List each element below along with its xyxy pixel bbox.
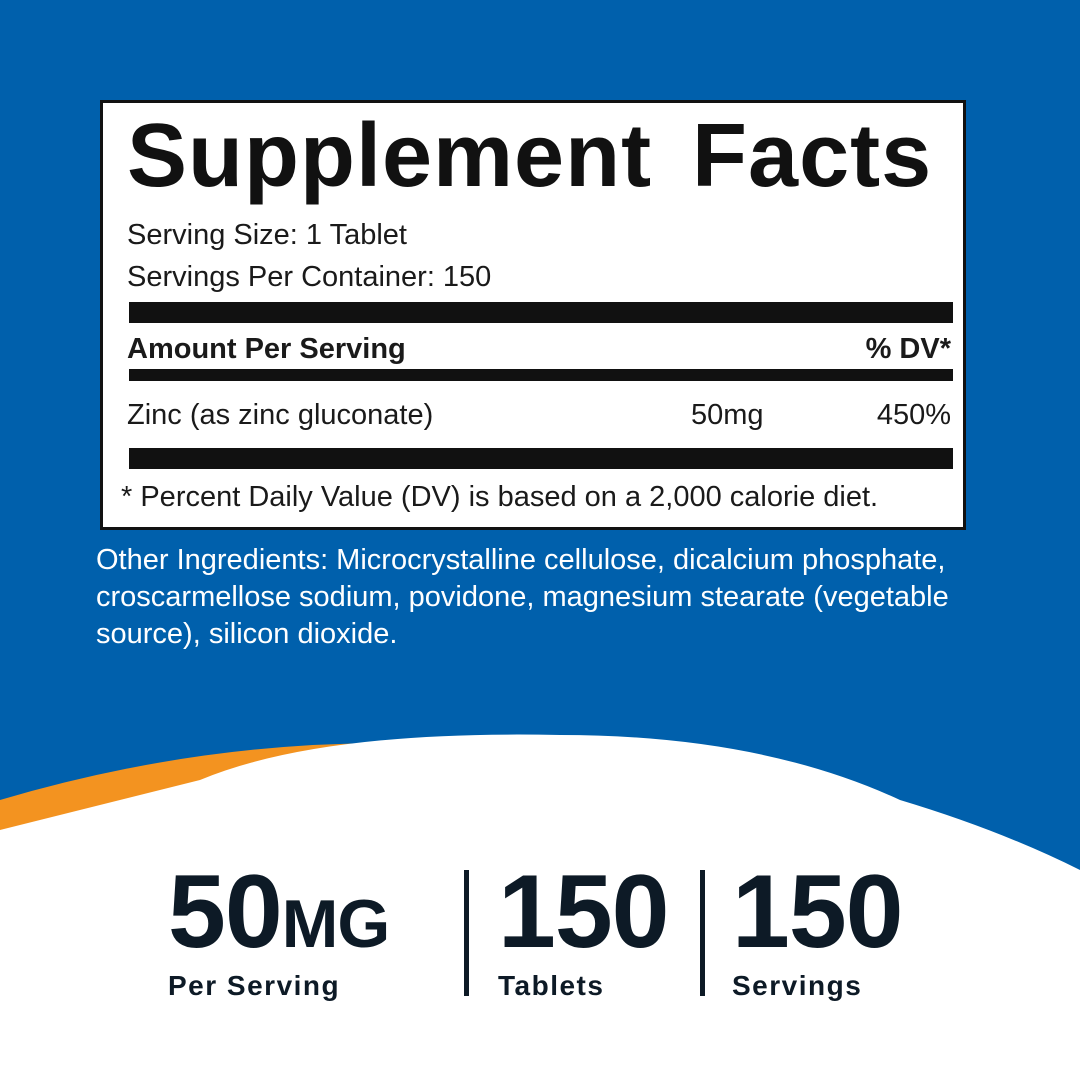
stat-divider <box>700 870 705 996</box>
stat-value: 150 <box>498 854 670 970</box>
supplement-facts-panel: Supplement Facts Serving Size: 1 Tablet … <box>100 100 966 530</box>
stat-per-serving: 50MG Per Serving <box>168 860 391 1002</box>
nutrient-amount: 50mg <box>691 399 764 431</box>
white-area <box>0 734 1080 1080</box>
stat-label: Servings <box>732 970 863 1001</box>
nutrient-name: Zinc (as zinc gluconate) <box>127 399 434 431</box>
stat-servings: 150 Servings <box>732 854 904 1002</box>
stat-value: 150 <box>732 854 904 970</box>
amount-header: Amount Per Serving <box>127 333 406 365</box>
dv-header: % DV* <box>865 333 951 365</box>
divider-thick <box>129 448 953 469</box>
stat-label: Per Serving <box>168 970 341 1001</box>
footnote: * Percent Daily Value (DV) is based on a… <box>121 481 879 513</box>
other-ingredients: Other Ingredients: Microcrystalline cell… <box>96 544 949 650</box>
stat-divider <box>464 870 469 996</box>
divider-thick <box>129 302 953 323</box>
divider-medium <box>129 369 953 381</box>
stat-tablets: 150 Tablets <box>498 854 670 1002</box>
stat-unit: MG <box>281 886 391 962</box>
stat-label: Tablets <box>498 970 605 1001</box>
nutrient-dv: 450% <box>876 399 951 431</box>
stat-value: 50 <box>168 854 283 970</box>
facts-title: Supplement Facts <box>127 106 933 206</box>
servings-per-container: Servings Per Container: 150 <box>127 261 492 293</box>
serving-size: Serving Size: 1 Tablet <box>127 219 407 251</box>
